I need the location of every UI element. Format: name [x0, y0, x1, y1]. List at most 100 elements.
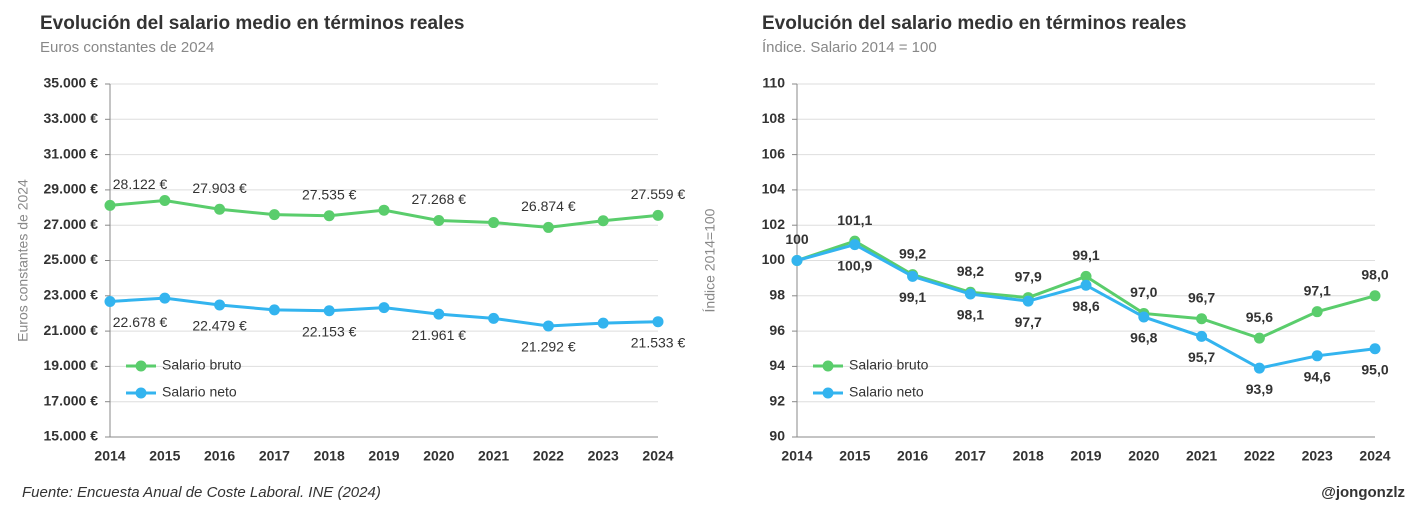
point — [104, 199, 116, 211]
y-tick-label: 94 — [769, 357, 785, 373]
point — [1022, 295, 1034, 307]
y-tick-label: 100 — [762, 251, 786, 267]
point — [1080, 270, 1092, 282]
x-tick-label: 2024 — [1359, 448, 1390, 464]
point — [542, 221, 554, 233]
point — [1369, 290, 1381, 302]
point — [268, 209, 280, 221]
value-label: 99,1 — [1072, 247, 1099, 263]
y-tick-label: 35.000 € — [44, 75, 99, 91]
x-tick-label: 2014 — [781, 448, 812, 464]
chart-title: Evolución del salario medio en términos … — [762, 13, 1186, 34]
x-tick-label: 2014 — [94, 448, 125, 464]
x-tick-label: 2019 — [1070, 448, 1101, 464]
value-label: 28.122 € — [113, 176, 168, 192]
point — [597, 317, 609, 329]
x-tick-label: 2016 — [204, 448, 235, 464]
source: Fuente: Encuesta Anual de Coste Laboral.… — [22, 484, 381, 501]
x-tick-label: 2019 — [368, 448, 399, 464]
point — [159, 292, 171, 304]
value-label: 21.961 € — [412, 327, 467, 343]
point — [849, 239, 861, 251]
point — [268, 304, 280, 316]
x-tick-label: 2015 — [839, 448, 870, 464]
legend-marker — [135, 387, 147, 399]
y-tick-label: 98 — [769, 287, 785, 303]
point — [542, 320, 554, 332]
value-label: 98,1 — [957, 307, 984, 323]
point — [214, 299, 226, 311]
chart-subtitle: Índice. Salario 2014 = 100 — [762, 39, 937, 56]
point — [1196, 330, 1208, 342]
point — [488, 217, 500, 229]
y-tick-label: 106 — [762, 145, 786, 161]
point — [597, 215, 609, 227]
y-tick-label: 92 — [769, 392, 785, 408]
point — [907, 270, 919, 282]
point — [433, 214, 445, 226]
x-tick-label: 2020 — [423, 448, 454, 464]
y-tick-label: 21.000 € — [44, 322, 99, 338]
y-tick-label: 96 — [769, 322, 785, 338]
x-tick-label: 2018 — [314, 448, 345, 464]
y-tick-label: 29.000 € — [44, 181, 99, 197]
value-label: 100 — [785, 231, 809, 247]
value-label: 98,0 — [1361, 267, 1388, 283]
value-label: 27.559 € — [631, 186, 686, 202]
x-tick-label: 2020 — [1128, 448, 1159, 464]
point — [1253, 332, 1265, 344]
value-label: 21.292 € — [521, 339, 576, 355]
value-label: 99,1 — [899, 289, 926, 305]
point — [323, 305, 335, 317]
legend-label: Salario neto — [162, 384, 237, 400]
value-label: 21.533 € — [631, 334, 686, 350]
point — [323, 210, 335, 222]
x-tick-label: 2023 — [588, 448, 619, 464]
value-label: 94,6 — [1304, 369, 1331, 385]
value-label: 95,0 — [1361, 361, 1388, 377]
y-tick-label: 17.000 € — [44, 392, 99, 408]
point — [1369, 343, 1381, 355]
y-tick-label: 102 — [762, 216, 786, 232]
point — [1138, 311, 1150, 323]
point — [378, 302, 390, 314]
value-label: 22.153 € — [302, 323, 357, 339]
value-label: 22.678 € — [113, 314, 168, 330]
value-label: 98,2 — [957, 263, 984, 279]
x-tick-label: 2023 — [1302, 448, 1333, 464]
x-tick-label: 2016 — [897, 448, 928, 464]
x-tick-label: 2017 — [955, 448, 986, 464]
x-tick-label: 2021 — [478, 448, 509, 464]
value-label: 27.903 € — [192, 180, 247, 196]
y-tick-label: 108 — [762, 110, 786, 126]
point — [214, 203, 226, 215]
y-tick-label: 23.000 € — [44, 287, 99, 303]
value-label: 97,7 — [1015, 314, 1042, 330]
point — [652, 316, 664, 328]
y-tick-label: 25.000 € — [44, 251, 99, 267]
value-label: 93,9 — [1246, 381, 1273, 397]
y-tick-label: 33.000 € — [44, 110, 99, 126]
chart-title: Evolución del salario medio en términos … — [40, 13, 464, 34]
chart-subtitle: Euros constantes de 2024 — [40, 39, 214, 56]
point — [1196, 313, 1208, 325]
value-label: 95,6 — [1246, 309, 1273, 325]
value-label: 99,2 — [899, 245, 926, 261]
value-label: 95,7 — [1188, 349, 1215, 365]
y-axis-label: Euros constantes de 2024 — [15, 179, 31, 342]
value-label: 97,9 — [1015, 268, 1042, 284]
point — [159, 194, 171, 206]
value-label: 97,1 — [1304, 282, 1331, 298]
legend-label: Salario bruto — [849, 357, 929, 373]
x-tick-label: 2018 — [1013, 448, 1044, 464]
y-tick-label: 110 — [762, 75, 785, 91]
point — [378, 204, 390, 216]
y-tick-label: 104 — [762, 181, 786, 197]
y-tick-label: 90 — [769, 428, 785, 444]
point — [964, 288, 976, 300]
point — [791, 255, 803, 266]
point — [1311, 350, 1323, 362]
x-tick-label: 2015 — [149, 448, 180, 464]
point — [652, 209, 664, 221]
